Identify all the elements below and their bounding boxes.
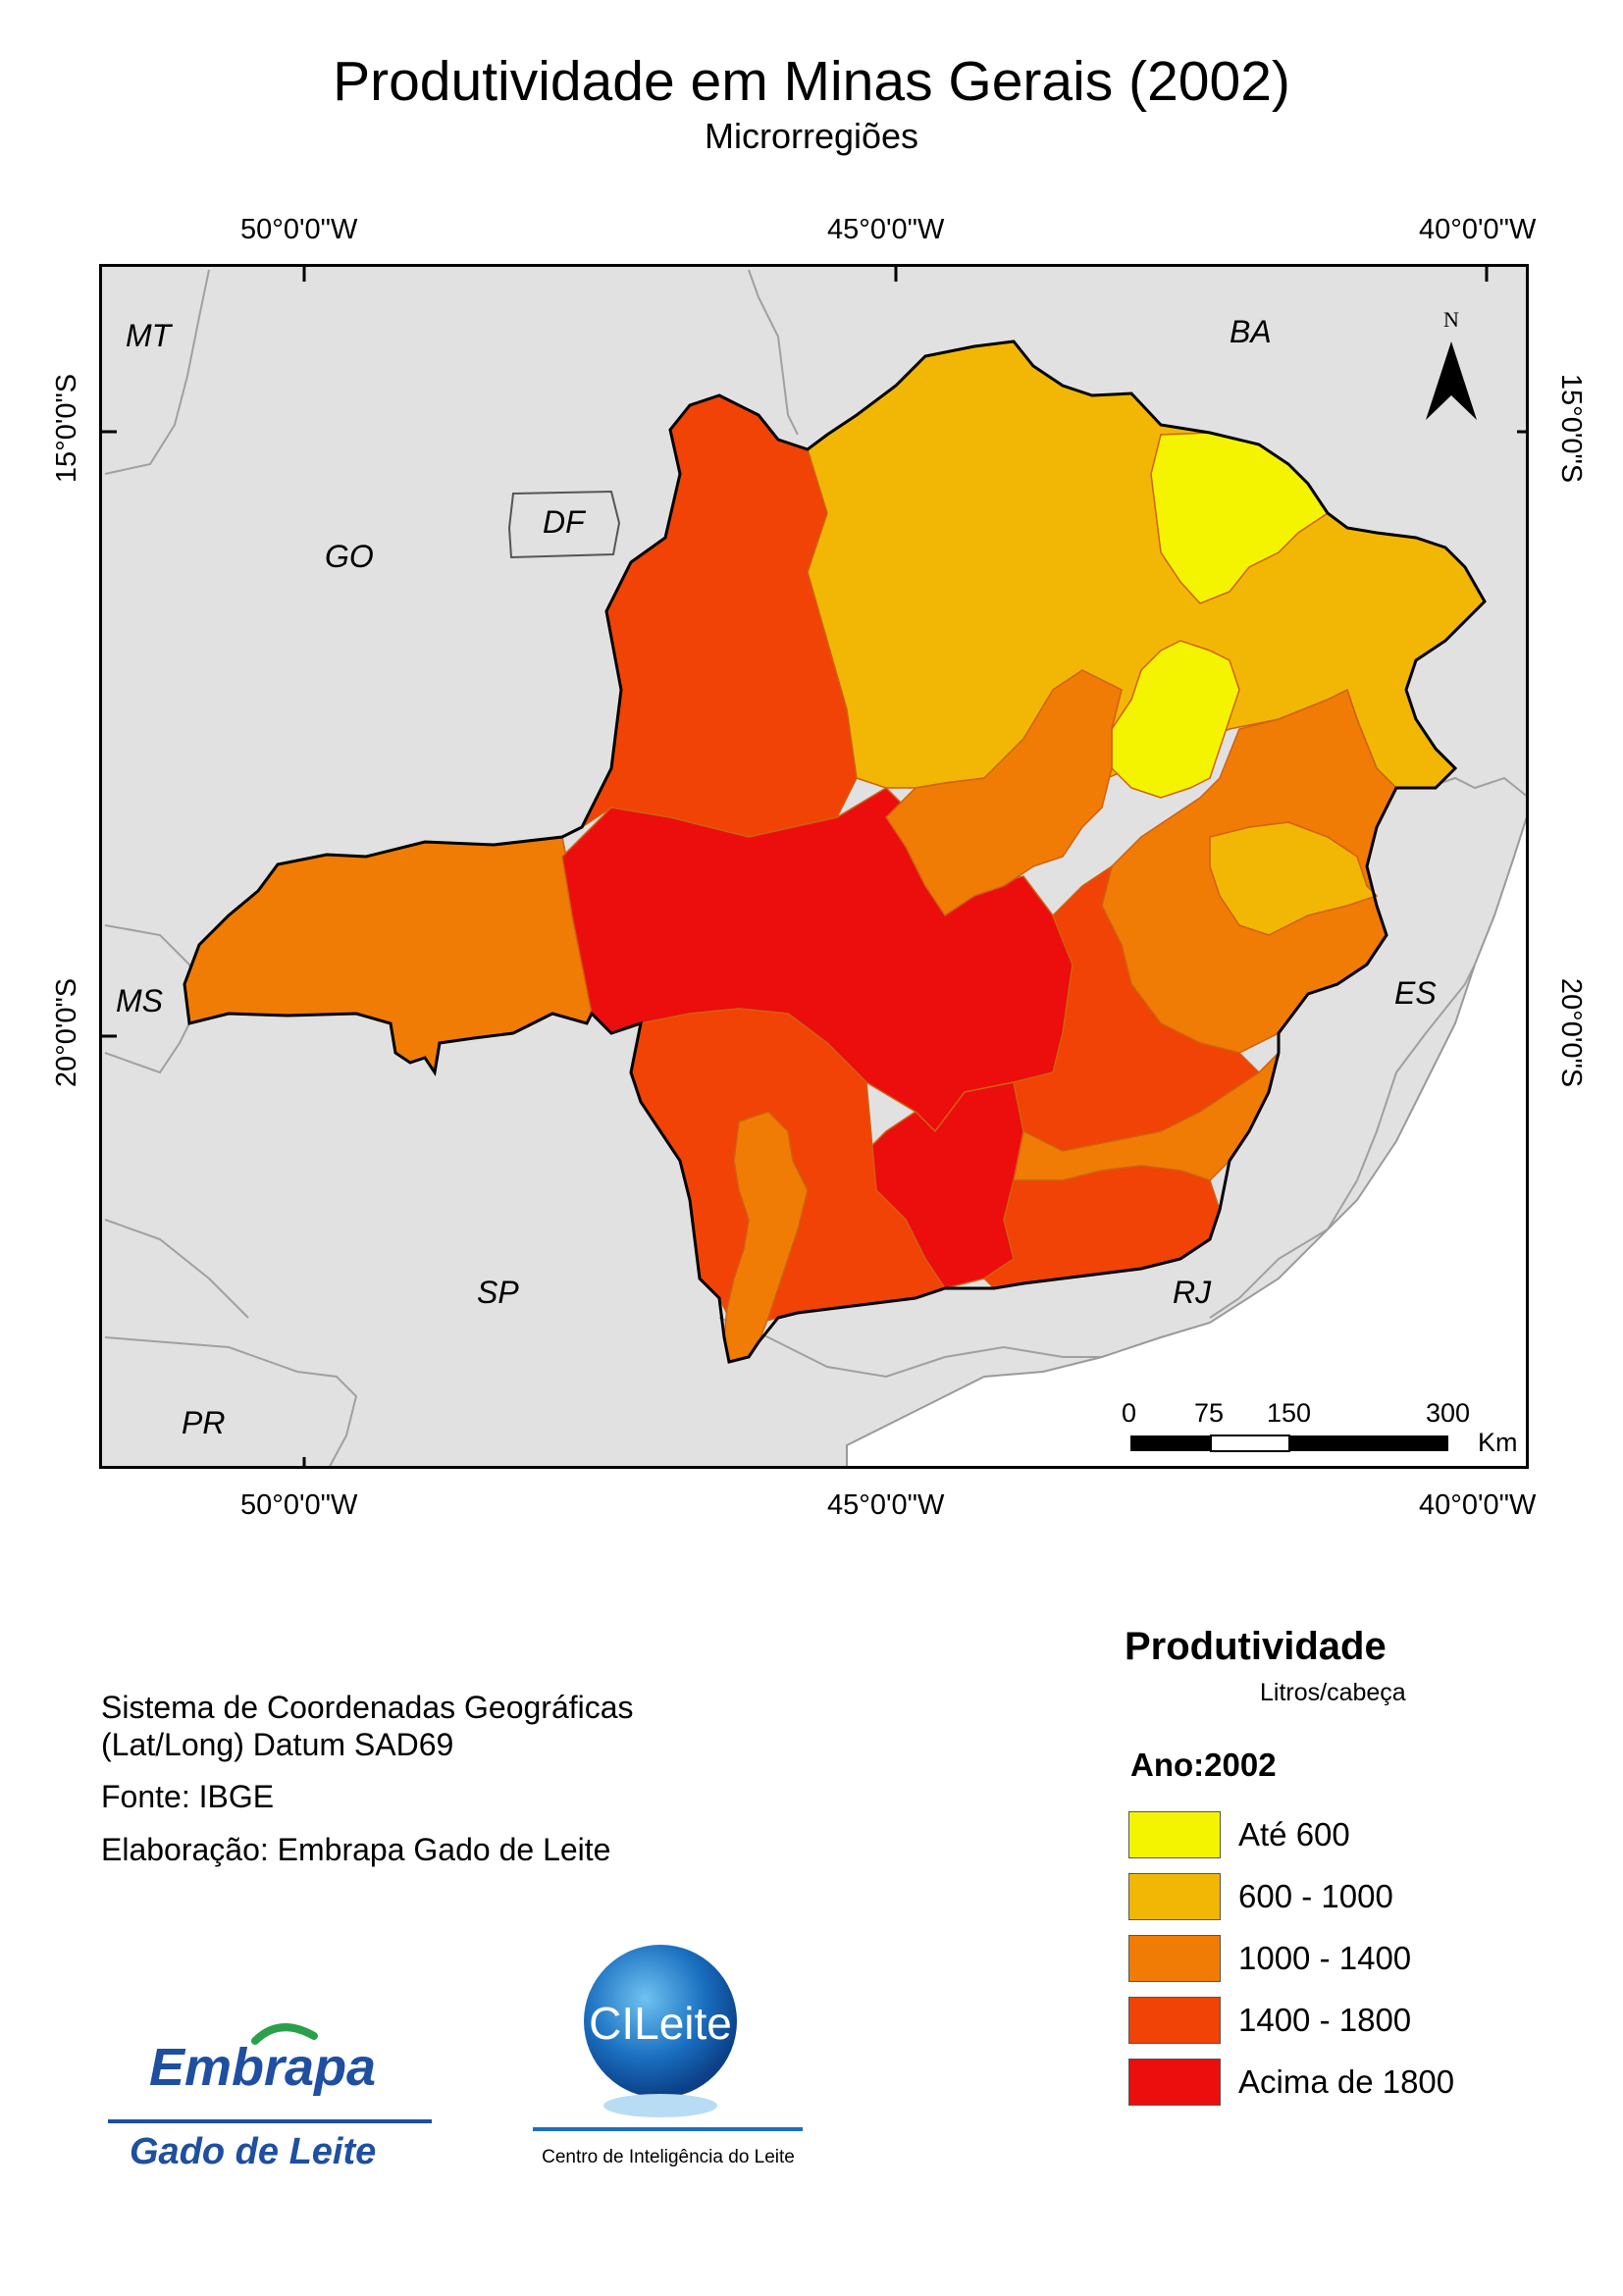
state-label-pr: PR <box>182 1405 225 1440</box>
embrapa-logo: Embrapa Gado de Leite <box>108 2011 457 2178</box>
state-label-ba: BA <box>1230 314 1272 349</box>
lon-tick-bottom-50: 50°0'0"W <box>240 1489 358 1521</box>
state-label-sp: SP <box>477 1275 519 1310</box>
cileite-wordmark: CILeite <box>589 1998 732 2049</box>
lat-tick-left-20: 20°0'0"S <box>51 977 83 1088</box>
region-east-600 <box>1209 821 1379 936</box>
state-label-rj: RJ <box>1173 1275 1212 1310</box>
author-text: Elaboração: Embrapa Gado de Leite <box>101 1832 611 1867</box>
scale-label-0: 0 <box>1122 1398 1136 1428</box>
minas-gerais-microregions <box>183 340 1486 1363</box>
scale-unit: Km <box>1478 1428 1518 1457</box>
state-label-df: DF <box>543 504 587 540</box>
cileite-logo: CILeite Centro de Inteligência do Leite <box>528 1941 812 2176</box>
legend-label-2: 600 - 1000 <box>1238 1878 1393 1914</box>
map-frame: MT BA GO DF MS ES SP RJ PR N 0 75 150 30… <box>99 264 1529 1469</box>
state-label-mt: MT <box>126 318 174 353</box>
lat-tick-right-15: 15°0'0"S <box>1555 373 1588 484</box>
legend-item-1: Até 600 <box>1128 1810 1350 1859</box>
embrapa-wordmark: Embrapa <box>149 2038 376 2097</box>
legend-label-3: 1000 - 1400 <box>1238 1940 1412 1976</box>
lat-tick-left-15: 15°0'0"S <box>51 373 83 484</box>
legend-item-4: 1400 - 1800 <box>1128 1996 1411 2045</box>
legend-swatch-4 <box>1128 1997 1221 2044</box>
state-label-ms: MS <box>116 983 163 1018</box>
coordinate-system-info: Sistema de Coordenadas Geográficas (Lat/… <box>101 1689 634 1763</box>
legend-swatch-5 <box>1128 2059 1221 2106</box>
map-canvas: MT BA GO DF MS ES SP RJ PR N 0 75 150 30… <box>102 267 1526 1466</box>
lon-tick-bottom-40: 40°0'0"W <box>1419 1489 1537 1521</box>
legend-swatch-3 <box>1128 1935 1221 1982</box>
legend-item-3: 1000 - 1400 <box>1128 1934 1411 1983</box>
state-label-go: GO <box>325 539 374 574</box>
df-outline <box>507 490 621 559</box>
north-arrow-icon: N <box>1426 307 1477 420</box>
lat-tick-right-20: 20°0'0"S <box>1555 977 1588 1088</box>
legend-label-1: Até 600 <box>1238 1816 1350 1852</box>
minas-gerais-outline <box>183 339 1487 1364</box>
legend-title: Produtividade <box>1125 1625 1387 1668</box>
scale-bar: 0 75 150 300 Km <box>1122 1398 1518 1457</box>
scale-label-150: 150 <box>1267 1398 1311 1428</box>
region-yellow-2 <box>1111 640 1240 799</box>
scale-label-300: 300 <box>1426 1398 1470 1428</box>
legend-year: Ano:2002 <box>1130 1747 1277 1783</box>
legend-label-4: 1400 - 1800 <box>1238 2002 1412 2038</box>
coordinate-system-line1: Sistema de Coordenadas Geográficas <box>101 1690 634 1725</box>
state-label-es: ES <box>1394 975 1437 1011</box>
source-text: Fonte: IBGE <box>101 1779 275 1814</box>
map-title: Produtividade em Minas Gerais (2002) <box>333 50 1290 113</box>
region-mata <box>982 1165 1221 1289</box>
svg-text:N: N <box>1443 307 1459 332</box>
legend-swatch-1 <box>1128 1811 1221 1858</box>
legend-unit: Litros/cabeça <box>1260 1679 1406 1706</box>
lon-tick-top-50: 50°0'0"W <box>240 214 358 245</box>
region-central-1000 <box>885 669 1123 917</box>
legend-label-5: Acima de 1800 <box>1238 2063 1455 2100</box>
ocean <box>846 816 1526 1466</box>
map-subtitle: Microrregiões <box>704 116 919 156</box>
scale-label-75: 75 <box>1194 1398 1224 1428</box>
lon-tick-top-40: 40°0'0"W <box>1419 214 1537 245</box>
lon-tick-bottom-45: 45°0'0"W <box>827 1489 945 1521</box>
legend-item-5: Acima de 1800 <box>1128 2058 1454 2107</box>
cileite-subtitle: Centro de Inteligência do Leite <box>542 2147 795 2167</box>
embrapa-subtitle: Gado de Leite <box>130 2131 376 2172</box>
legend-swatch-2 <box>1128 1873 1221 1920</box>
lon-tick-top-45: 45°0'0"W <box>827 214 945 245</box>
legend-item-2: 600 - 1000 <box>1128 1872 1393 1921</box>
coordinate-system-line2: (Lat/Long) Datum SAD69 <box>101 1727 454 1762</box>
